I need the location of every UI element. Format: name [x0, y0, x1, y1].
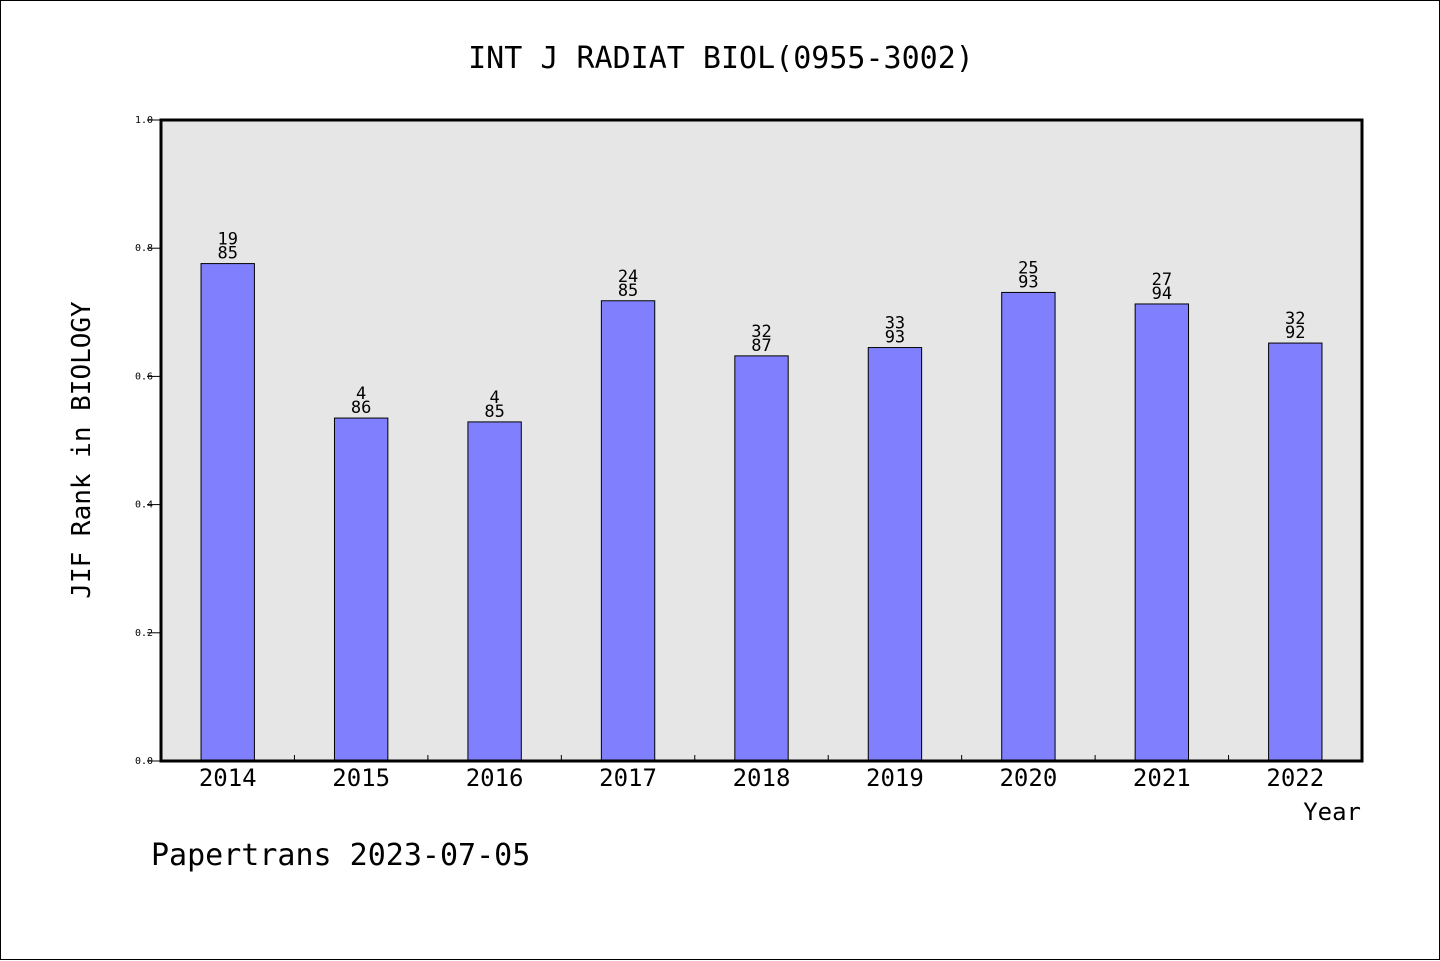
footer-text: Papertrans 2023-07-05 [151, 838, 530, 873]
total-label: 94 [1152, 284, 1172, 304]
total-label: 87 [751, 336, 771, 356]
total-label: 85 [484, 402, 504, 422]
chart-title: INT J RADIAT BIOL(0955-3002) [468, 41, 974, 76]
rank-label: 24 [618, 267, 638, 287]
y-tick-label: 0.8 [135, 243, 153, 254]
bar-2016 [467, 421, 522, 762]
x-tick-label: 2022 [1266, 764, 1324, 792]
bar-2015 [333, 417, 389, 762]
total-label: 93 [1018, 272, 1038, 292]
x-tick-label: 2018 [733, 764, 791, 792]
bar-2021 [1134, 303, 1190, 762]
x-tick-label: 2019 [866, 764, 924, 792]
y-tick-label: 0.2 [135, 628, 153, 639]
rank-label: 32 [751, 322, 771, 342]
x-tick-label: 2016 [466, 764, 524, 792]
rank-label: 4 [489, 388, 499, 408]
y-tick-label: 0.6 [135, 371, 153, 382]
bar-2020 [1001, 291, 1056, 762]
x-axis: 2014 2015 2016 2017 2018 2019 2020 2021 2022 [199, 755, 1324, 792]
bars [200, 263, 1323, 762]
x-tick-label: 2021 [1133, 764, 1191, 792]
bar-2017 [600, 300, 656, 762]
total-label: 93 [885, 328, 905, 348]
bar-2022 [1268, 342, 1323, 762]
y-tick-label: 0.0 [135, 756, 153, 767]
rank-label: 19 [217, 230, 237, 250]
total-label: 85 [217, 244, 237, 264]
y-axis: 0.0 0.2 0.4 0.6 0.8 1.0 [135, 115, 161, 767]
x-tick-label: 2017 [599, 764, 657, 792]
bar-2014 [200, 263, 255, 762]
x-axis-label: Year [1303, 798, 1361, 826]
y-tick-label: 1.0 [135, 115, 153, 126]
y-axis-label: JIF Rank in BIOLOGY [67, 301, 97, 599]
x-tick-label: 2015 [332, 764, 390, 792]
x-tick-label: 2020 [999, 764, 1057, 792]
total-label: 92 [1285, 323, 1305, 343]
y-tick-label: 0.4 [135, 500, 153, 511]
bar-2019 [867, 347, 923, 762]
rank-label: 27 [1152, 270, 1172, 290]
total-label: 85 [618, 281, 638, 301]
rank-label: 33 [885, 314, 905, 334]
x-tick-label: 2014 [199, 764, 257, 792]
rank-label: 25 [1018, 258, 1038, 278]
plot-border [159, 118, 1364, 763]
total-label: 86 [351, 398, 371, 418]
rank-label: 32 [1285, 309, 1305, 329]
bar-2018 [734, 355, 789, 762]
rank-label: 4 [356, 384, 366, 404]
